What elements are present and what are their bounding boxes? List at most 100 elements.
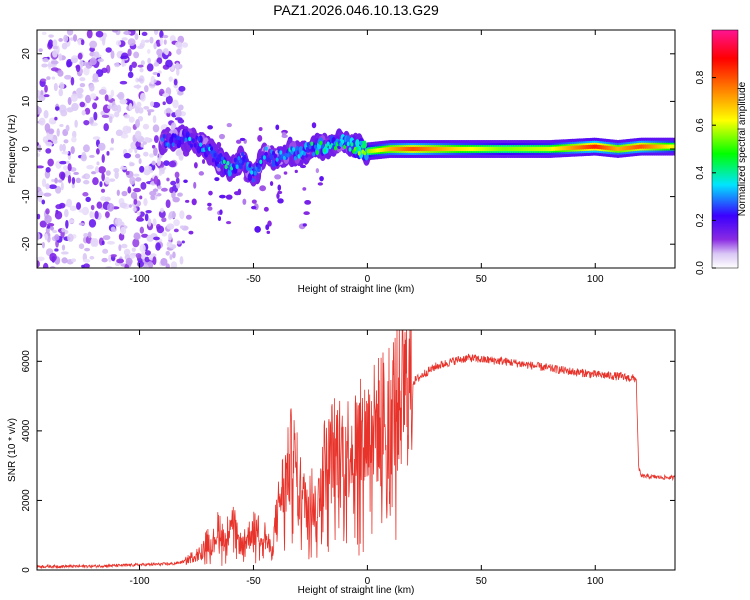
noise-speckle bbox=[114, 170, 119, 180]
noise-speckle bbox=[58, 38, 63, 42]
noise-speckle bbox=[101, 114, 110, 118]
x-tick-label: 100 bbox=[587, 576, 604, 587]
noise-speckle bbox=[94, 210, 99, 220]
noise-speckle bbox=[52, 45, 58, 50]
noise-speckle bbox=[118, 244, 122, 252]
noise-speckle bbox=[38, 117, 46, 126]
colorbar-tick-label: 0.8 bbox=[695, 70, 706, 84]
noise-speckle bbox=[156, 225, 165, 234]
noise-speckle bbox=[104, 176, 111, 185]
noise-speckle bbox=[59, 82, 65, 90]
noise-speckle bbox=[159, 37, 164, 46]
noise-speckle bbox=[181, 240, 185, 244]
transition-speckle bbox=[198, 171, 205, 176]
noise-speckle bbox=[103, 123, 109, 132]
ridge-cell bbox=[279, 150, 283, 155]
noise-speckle bbox=[107, 240, 115, 245]
noise-speckle bbox=[52, 49, 58, 58]
ridge-cell bbox=[197, 136, 201, 142]
noise-speckle bbox=[161, 231, 168, 237]
noise-speckle bbox=[37, 232, 41, 241]
noise-speckle bbox=[152, 256, 157, 266]
noise-speckle bbox=[84, 94, 92, 104]
noise-speckle bbox=[128, 204, 132, 208]
snr-x-label: Height of straight line (km) bbox=[298, 585, 415, 596]
noise-speckle bbox=[58, 88, 64, 97]
noise-speckle bbox=[133, 173, 140, 177]
noise-speckle bbox=[153, 175, 159, 185]
ridge-cell bbox=[173, 133, 177, 138]
noise-speckle bbox=[76, 202, 82, 210]
noise-speckle bbox=[37, 165, 44, 169]
ridge-cell bbox=[235, 164, 239, 169]
noise-speckle bbox=[71, 136, 77, 143]
ridge-cell bbox=[313, 144, 317, 149]
noise-speckle bbox=[82, 192, 89, 197]
noise-speckle bbox=[87, 231, 92, 239]
noise-speckle bbox=[71, 57, 78, 64]
transition-speckle bbox=[274, 174, 282, 180]
transition-speckle bbox=[294, 169, 298, 174]
noise-speckle bbox=[81, 264, 85, 268]
noise-speckle bbox=[100, 188, 106, 193]
noise-speckle bbox=[41, 241, 45, 249]
noise-speckle bbox=[177, 90, 184, 96]
noise-speckle bbox=[54, 234, 60, 241]
ridge-cell bbox=[210, 146, 214, 151]
noise-speckle bbox=[115, 40, 122, 46]
noise-speckle bbox=[120, 55, 128, 60]
noise-speckle bbox=[67, 96, 72, 106]
ridge-cell bbox=[196, 145, 201, 154]
noise-speckle bbox=[158, 70, 162, 74]
noise-speckle bbox=[128, 64, 133, 72]
noise-speckle bbox=[153, 42, 157, 50]
noise-speckle bbox=[85, 174, 90, 179]
noise-speckle bbox=[121, 190, 128, 197]
ridge-cell bbox=[184, 137, 188, 143]
noise-speckle bbox=[109, 147, 114, 151]
noise-speckle bbox=[116, 258, 125, 264]
ridge-cell bbox=[251, 178, 255, 183]
noise-speckle bbox=[124, 263, 129, 268]
noise-speckle bbox=[169, 35, 176, 43]
noise-speckle bbox=[169, 187, 174, 194]
noise-speckle bbox=[165, 263, 170, 268]
noise-speckle bbox=[91, 171, 97, 175]
noise-speckle bbox=[95, 30, 104, 38]
noise-speckle bbox=[134, 130, 142, 140]
ridge-cell bbox=[321, 144, 325, 149]
noise-speckle bbox=[70, 93, 78, 102]
noise-speckle bbox=[57, 179, 63, 183]
noise-speckle bbox=[166, 223, 175, 230]
ridge-cell bbox=[319, 140, 323, 146]
noise-speckle bbox=[45, 208, 50, 215]
transition-speckle bbox=[219, 194, 226, 199]
noise-speckle bbox=[61, 42, 68, 50]
transition-speckle bbox=[183, 179, 188, 184]
noise-speckle bbox=[105, 211, 110, 219]
transition-speckle bbox=[276, 192, 280, 200]
noise-speckle bbox=[152, 115, 157, 124]
noise-speckle bbox=[135, 177, 142, 182]
noise-speckle bbox=[77, 39, 82, 46]
noise-speckle bbox=[140, 60, 145, 66]
noise-speckle bbox=[70, 146, 75, 155]
y-tick-label: 2000 bbox=[21, 489, 32, 512]
noise-speckle bbox=[47, 158, 54, 167]
noise-speckle bbox=[66, 198, 73, 208]
noise-speckle bbox=[137, 64, 144, 68]
noise-speckle bbox=[92, 102, 98, 110]
ridge-cell bbox=[264, 146, 268, 151]
ridge-cell bbox=[257, 164, 261, 169]
noise-speckle bbox=[98, 88, 107, 95]
ridge-cell bbox=[295, 146, 299, 151]
spectrogram-heatmap bbox=[37, 30, 675, 268]
ridge-cell bbox=[211, 158, 215, 163]
noise-speckle bbox=[44, 214, 52, 224]
colorbar-tick-label: 0.2 bbox=[695, 213, 706, 227]
noise-speckle bbox=[132, 206, 137, 212]
noise-speckle bbox=[94, 166, 99, 174]
noise-speckle bbox=[72, 130, 77, 139]
ridge-cell bbox=[286, 153, 290, 158]
noise-speckle bbox=[66, 60, 72, 68]
